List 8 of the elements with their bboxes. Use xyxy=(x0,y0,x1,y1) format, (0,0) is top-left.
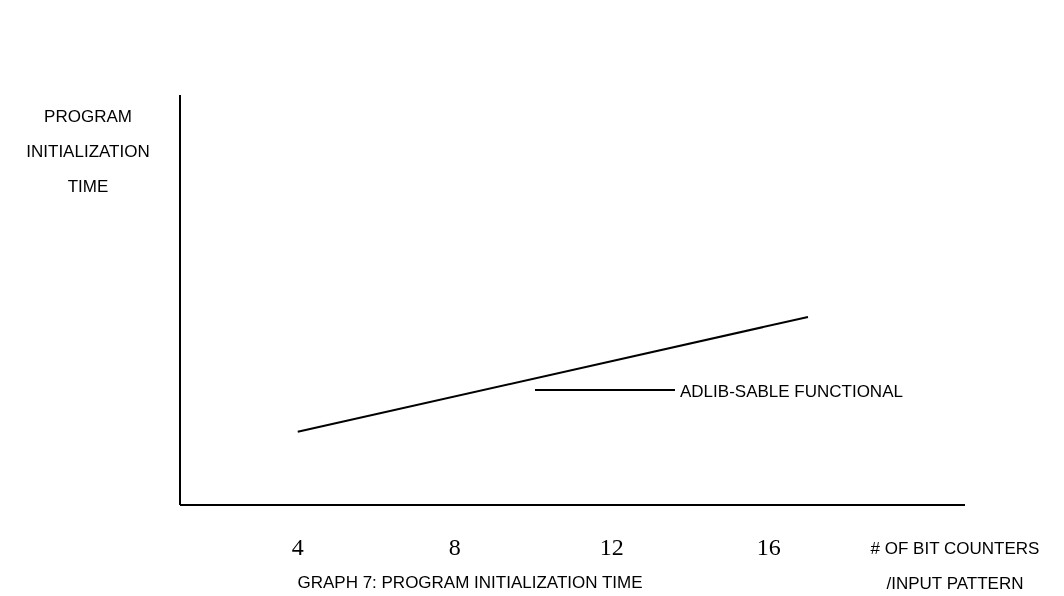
x-tick-label: 4 xyxy=(291,534,304,560)
text: PROGRAM INITIALIZATION TIME xyxy=(26,107,150,196)
x-tick-label: 12 xyxy=(599,534,624,560)
text: GRAPH 7: PROGRAM INITIALIZATION TIME xyxy=(297,573,643,592)
x-axis-title: # OF BIT COUNTERS /INPUT PATTERN xyxy=(870,539,1040,593)
x-tick-label: 8 xyxy=(448,534,461,560)
text: ADLIB-SABLE FUNCTIONAL xyxy=(680,382,903,401)
x-tick-label: 16 xyxy=(756,534,781,560)
